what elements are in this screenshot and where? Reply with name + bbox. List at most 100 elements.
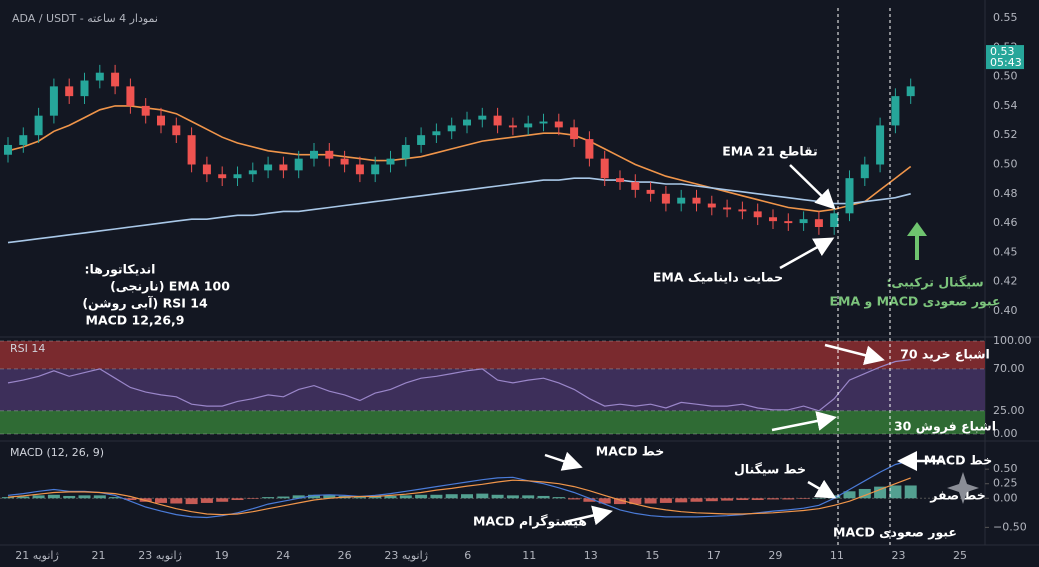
annotation: اشباع فروش 30 — [894, 419, 996, 434]
x-tick-label: 15 — [645, 549, 659, 562]
histogram-bar — [384, 495, 397, 499]
countdown: 05:43 — [990, 56, 1022, 69]
candle-body — [799, 219, 808, 224]
histogram-bar — [170, 498, 183, 504]
oversold-zone — [0, 410, 985, 434]
histogram-bar — [889, 485, 902, 499]
histogram-bar — [751, 498, 764, 501]
candle-body — [80, 80, 89, 97]
annotation: خط صفر — [929, 488, 986, 503]
histogram-bar — [47, 494, 60, 499]
x-tick-label: 13 — [584, 549, 598, 562]
histogram-bar — [246, 498, 259, 499]
candle-body — [157, 115, 165, 126]
panel-title: MACD (12, 26, 9) — [10, 446, 104, 459]
candle-body — [692, 197, 701, 204]
neutral-zone — [0, 368, 985, 411]
chart-title: ADA / USDT - نمودار 4 ساعته — [12, 12, 158, 25]
histogram-bar — [659, 498, 672, 503]
annotation: عبور صعودی MACD و EMA — [829, 294, 1000, 309]
annotation: خط MACD — [596, 444, 664, 459]
x-tick-label: 25 — [953, 549, 967, 562]
candle-body — [95, 72, 104, 81]
ema-line — [7, 177, 911, 244]
annotation: خط MACD — [924, 453, 992, 468]
histogram-bar — [109, 497, 122, 499]
candle-body — [631, 182, 640, 190]
histogram-bar — [644, 498, 657, 504]
x-tick-label: 19 — [215, 549, 229, 562]
candle-body — [264, 164, 273, 171]
y-tick-label: 0.45 — [993, 245, 1018, 258]
y-tick-label: 0.50 — [993, 70, 1018, 83]
histogram-bar — [308, 494, 320, 499]
candle-body — [845, 178, 854, 214]
y-tick-label: 0.46 — [993, 216, 1018, 229]
x-tick-label: 24 — [276, 549, 290, 562]
histogram-bar — [124, 498, 137, 501]
candle-body — [646, 189, 655, 194]
histogram-bar — [216, 498, 229, 502]
candle-body — [539, 121, 548, 124]
annotation: تقاطع EMA 21 — [722, 144, 817, 159]
candle-body — [600, 158, 609, 179]
histogram-bar — [415, 494, 428, 499]
overlay — [544, 8, 979, 545]
y-tick-label: 100.00 — [993, 334, 1032, 347]
arrow — [789, 164, 836, 210]
histogram-bar — [323, 495, 336, 499]
y-tick-label: 0.48 — [993, 187, 1018, 200]
candle-body — [417, 135, 426, 145]
histogram-bar — [537, 495, 550, 499]
x-tick-label: 23 — [891, 549, 905, 562]
x-tick-label: 21 ژانویه — [15, 549, 59, 562]
histogram-bar — [292, 495, 305, 499]
candle-body — [723, 207, 732, 210]
histogram-bar — [262, 497, 275, 499]
candle-body — [325, 150, 334, 159]
candle-body — [906, 86, 915, 97]
x-tick-label: 17 — [707, 549, 721, 562]
x-tick-label: 23 ژانویه — [138, 549, 182, 562]
candle-body — [218, 174, 227, 179]
histogram-bar — [552, 497, 565, 499]
x-tick-label: 26 — [338, 549, 352, 562]
y-tick-label: 0.00 — [993, 491, 1018, 504]
annotation: عبور صعودی MACD — [833, 525, 957, 540]
annotation: اشباع خرید 70 — [900, 347, 990, 362]
histogram-bar — [93, 495, 106, 499]
legend-text: RSI 14 (آبی روشن) — [82, 296, 208, 311]
y-tick-label: 0.54 — [993, 99, 1018, 112]
annotation: خط سیگنال — [734, 462, 806, 477]
x-tick-label: 11 — [522, 549, 536, 562]
candle-body — [677, 197, 686, 204]
y-tick-label: 70.00 — [993, 362, 1025, 375]
histogram-bar — [812, 498, 825, 499]
annotation: هیستوگرام MACD — [473, 514, 587, 530]
arrow — [824, 343, 885, 365]
histogram-bar — [675, 498, 688, 503]
histogram-bar — [858, 488, 871, 499]
candle-body — [65, 86, 74, 97]
histogram-bar — [399, 495, 412, 499]
candle-body — [891, 96, 900, 126]
candle-body — [355, 164, 364, 175]
macd-line — [7, 477, 911, 516]
candle-body — [463, 119, 471, 126]
candle-body — [616, 178, 624, 183]
candle-body — [753, 211, 762, 218]
legend-text: MACD 12,26,9 — [86, 313, 185, 328]
x-tick-label: 29 — [768, 549, 782, 562]
histogram-bar — [78, 495, 91, 499]
histogram-bar — [736, 498, 749, 501]
candle-body — [248, 170, 257, 175]
candle-body — [187, 135, 196, 165]
candle-body — [447, 125, 456, 132]
x-tick-label: 6 — [464, 549, 471, 562]
histogram-bar — [17, 496, 30, 499]
y-tick-label: −0.50 — [993, 520, 1027, 533]
candle-body — [814, 219, 823, 228]
arrow — [771, 411, 837, 432]
